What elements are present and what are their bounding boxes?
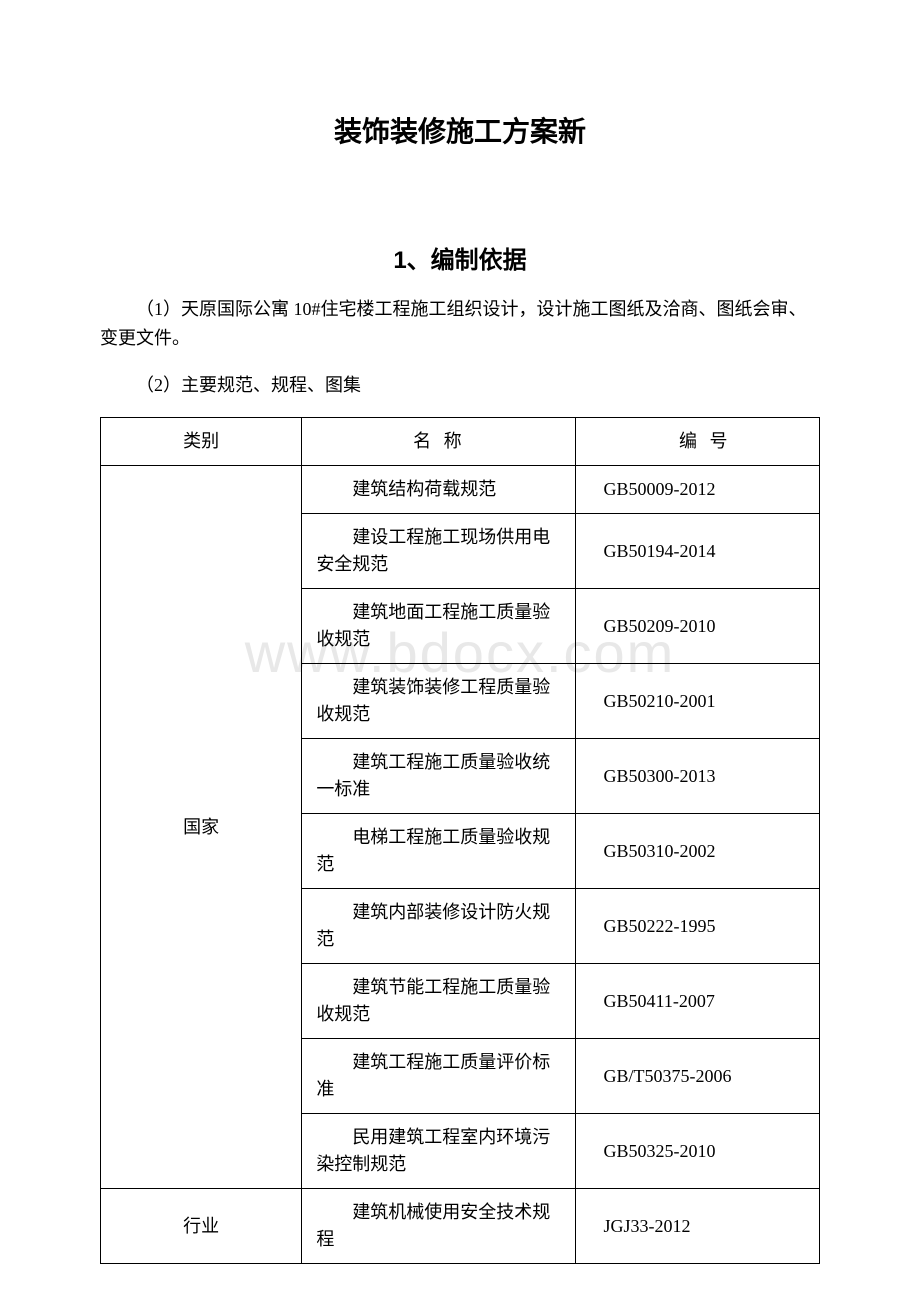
spec-name: 建筑机械使用安全技术规程 [302,1189,575,1264]
document-title: 装饰装修施工方案新 [100,110,820,150]
spec-code: GB50222-1995 [575,889,819,964]
document-content: 装饰装修施工方案新 1、编制依据 （1）天原国际公寓 10#住宅楼工程施工组织设… [100,110,820,1264]
spec-code: GB50194-2014 [575,514,819,589]
spec-code: GB50209-2010 [575,589,819,664]
table-row: 行业 建筑机械使用安全技术规程 JGJ33-2012 [101,1189,820,1264]
paragraph-1: （1）天原国际公寓 10#住宅楼工程施工组织设计，设计施工图纸及洽商、图纸会审、… [100,295,820,353]
header-code: 编 号 [575,418,819,466]
spec-name: 建筑工程施工质量验收统一标准 [302,739,575,814]
header-category: 类别 [101,418,302,466]
section-heading: 1、编制依据 [100,240,820,275]
spec-code: GB50300-2013 [575,739,819,814]
spec-name: 建筑工程施工质量评价标准 [302,1039,575,1114]
spec-code: JGJ33-2012 [575,1189,819,1264]
spec-code: GB50325-2010 [575,1114,819,1189]
table-row: 国家 建筑结构荷载规范 GB50009-2012 [101,466,820,514]
standards-table: 类别 名 称 编 号 国家 建筑结构荷载规范 GB50009-2012 建设工程… [100,417,820,1264]
spec-name: 建筑装饰装修工程质量验收规范 [302,664,575,739]
spec-name: 建筑地面工程施工质量验收规范 [302,589,575,664]
spec-code: GB50210-2001 [575,664,819,739]
paragraph-2: （2）主要规范、规程、图集 [100,371,820,400]
category-national: 国家 [101,466,302,1189]
spec-name: 电梯工程施工质量验收规范 [302,814,575,889]
table-header-row: 类别 名 称 编 号 [101,418,820,466]
spec-name: 建筑内部装修设计防火规范 [302,889,575,964]
spec-name: 建设工程施工现场供用电安全规范 [302,514,575,589]
spec-code: GB50009-2012 [575,466,819,514]
spec-code: GB50310-2002 [575,814,819,889]
spec-name: 建筑结构荷载规范 [302,466,575,514]
category-industry: 行业 [101,1189,302,1264]
spec-name: 民用建筑工程室内环境污染控制规范 [302,1114,575,1189]
spec-code: GB/T50375-2006 [575,1039,819,1114]
spec-code: GB50411-2007 [575,964,819,1039]
header-name: 名 称 [302,418,575,466]
spec-name: 建筑节能工程施工质量验收规范 [302,964,575,1039]
